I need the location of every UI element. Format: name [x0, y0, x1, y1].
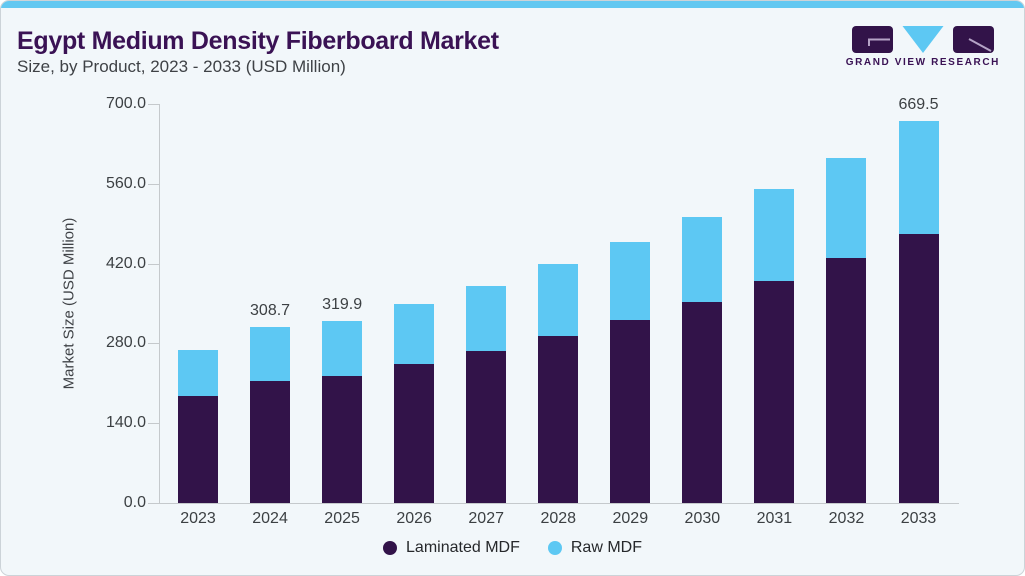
bar-2024-laminated-mdf: [250, 381, 291, 503]
y-tick-label-0.0: 0.0: [123, 494, 146, 511]
bar-2025-raw-mdf: [322, 320, 363, 376]
bar-2030-raw-mdf: [682, 216, 723, 303]
bar-2031-laminated-mdf: [754, 280, 795, 503]
y-tick-label-420.0: 420.0: [105, 254, 146, 272]
bar-2032-laminated-mdf: [826, 258, 867, 503]
y-tick-mark-280.0: [148, 343, 159, 345]
bar-2033-laminated-mdf: [898, 233, 939, 503]
x-tick-label-2026: 2026: [396, 510, 432, 527]
y-axis-line: [159, 104, 160, 503]
y-tick-mark-560.0: [148, 183, 159, 185]
chart-title: Egypt Medium Density Fiberboard Market: [17, 27, 499, 55]
x-tick-label-2024: 2024: [252, 510, 288, 527]
gvr-logo-text: GRAND VIEW RESEARCH: [845, 57, 1000, 68]
legend-dot-raw-icon: [547, 541, 562, 555]
bar-2023-laminated-mdf: [178, 396, 218, 503]
top-accent-bar: [1, 1, 1024, 8]
x-tick-label-2028: 2028: [540, 510, 577, 527]
bar-2026-laminated-mdf: [394, 363, 435, 503]
y-tick-mark-140.0: [148, 423, 159, 425]
x-tick-label-2030: 2030: [684, 510, 721, 527]
bar-2029-raw-mdf: [610, 241, 651, 320]
y-tick-label-700.0: 700.0: [105, 95, 146, 112]
bar-2026-raw-mdf: [394, 303, 435, 364]
legend-item-raw-mdf: Raw MDF: [547, 539, 642, 557]
x-tick-label-2033: 2033: [900, 510, 937, 527]
y-tick-mark-0.0: [148, 503, 159, 504]
x-tick-label-2027: 2027: [468, 510, 504, 527]
bar-2030-laminated-mdf: [682, 302, 723, 503]
legend-item-laminated-mdf: Laminated MDF: [383, 539, 520, 557]
legend-label-laminated: Laminated MDF: [406, 539, 520, 556]
bar-2024-raw-mdf: [250, 327, 291, 381]
bar-2027-raw-mdf: [466, 285, 507, 352]
y-tick-mark-700.0: [148, 104, 159, 105]
y-tick-label-560.0: 560.0: [105, 174, 146, 192]
bar-2027-laminated-mdf: [466, 351, 507, 503]
gvr-logo: GRAND VIEW RESEARCH: [846, 26, 1000, 68]
bar-2033-raw-mdf: [898, 121, 939, 234]
bar-2032-raw-mdf: [826, 158, 867, 259]
gvr-logo-mark-icon: [851, 26, 994, 53]
y-tick-label-280.0: 280.0: [105, 334, 146, 352]
bar-2029-laminated-mdf: [610, 319, 651, 503]
chart-subtitle: Size, by Product, 2023 - 2033 (USD Milli…: [17, 57, 346, 76]
legend: Laminated MDF Raw MDF: [1, 539, 1024, 557]
legend-label-raw: Raw MDF: [570, 539, 642, 556]
bar-2025-laminated-mdf: [322, 375, 363, 503]
bar-total-label-2024: 308.7: [250, 302, 291, 320]
bar-total-label-2025: 319.9: [322, 295, 363, 313]
bar-2031-raw-mdf: [754, 189, 795, 281]
x-axis-line: [159, 503, 959, 504]
legend-dot-laminated-icon: [383, 541, 398, 555]
y-tick-mark-420.0: [148, 263, 159, 265]
x-tick-label-2032: 2032: [828, 510, 865, 527]
bar-total-label-2033: 669.5: [898, 96, 939, 114]
bar-2028-raw-mdf: [538, 264, 579, 336]
x-tick-label-2025: 2025: [324, 510, 360, 527]
x-tick-label-2023: 2023: [180, 510, 216, 527]
x-tick-label-2031: 2031: [756, 510, 793, 527]
y-tick-label-140.0: 140.0: [105, 414, 146, 432]
bar-2023-raw-mdf: [178, 349, 218, 397]
bar-2028-laminated-mdf: [538, 335, 579, 503]
x-tick-label-2029: 2029: [612, 510, 649, 527]
